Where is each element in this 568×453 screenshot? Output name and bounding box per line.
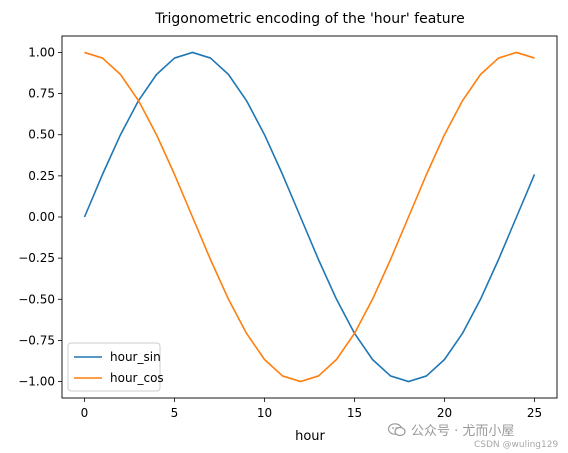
y-tick-label: −0.25 (18, 251, 55, 265)
x-axis-label: hour (295, 429, 325, 444)
legend: hour_sin hour_cos (67, 342, 164, 392)
x-axis: 0 5 10 15 20 25 (81, 398, 542, 420)
y-tick-label: −0.50 (18, 292, 55, 306)
watermark-sub-text: CSDN @wuling129 (474, 440, 559, 450)
x-tick-label: 0 (81, 406, 89, 420)
y-tick-label: −1.00 (18, 375, 55, 389)
y-tick-label: −0.75 (18, 333, 55, 347)
legend-label: hour_cos (110, 371, 164, 385)
y-tick-label: 0.50 (28, 128, 55, 142)
legend-label: hour_sin (110, 350, 161, 364)
y-tick-label: 0.75 (28, 87, 55, 101)
y-tick-label: 0.00 (28, 210, 55, 224)
watermark: 公众号 · 尤而小屋 CSDN @wuling129 (388, 420, 564, 450)
x-tick-label: 15 (347, 406, 362, 420)
wechat-icon (388, 422, 406, 436)
series-lines (83, 51, 536, 383)
watermark-main-text: 公众号 · 尤而小屋 (411, 424, 515, 439)
chart-title: Trigonometric encoding of the 'hour' fea… (154, 11, 464, 27)
y-axis: 1.00 0.75 0.50 0.25 0.00 −0.25 −0.50 −0.75 −1.00 (18, 45, 62, 389)
y-tick-label: 1.00 (28, 45, 55, 59)
x-tick-label: 20 (437, 406, 452, 420)
x-tick-label: 25 (527, 406, 542, 420)
x-tick-label: 5 (171, 406, 179, 420)
y-tick-label: 0.25 (28, 169, 55, 183)
series-line-hour_sin (83, 51, 536, 383)
x-tick-label: 10 (257, 406, 272, 420)
series-line-hour_cos (84, 51, 535, 383)
legend-box (67, 342, 161, 392)
